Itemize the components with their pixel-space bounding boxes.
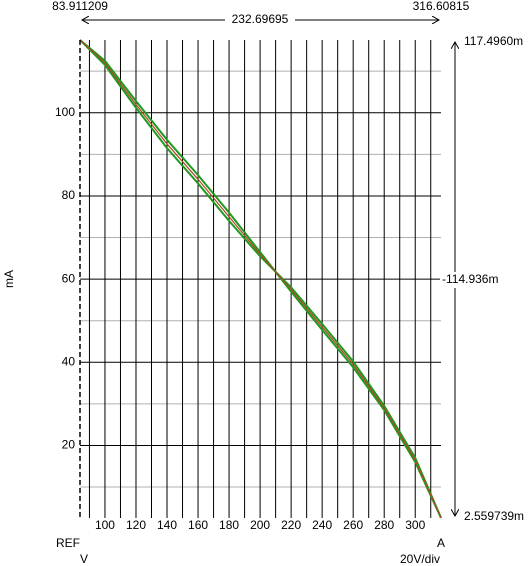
x-tick-label: 260 [343, 518, 363, 532]
x-tick-label: 220 [281, 518, 301, 532]
trace [79, 39, 442, 519]
traces [79, 39, 442, 519]
x-tick-label: 300 [405, 518, 425, 532]
cursor-label: 2.559739m [464, 509, 524, 523]
x-tick-label: 140 [157, 518, 177, 532]
cursor-delta: -114.936m [442, 272, 498, 286]
x-axis-unit: 20V/div [400, 552, 440, 566]
label-bg [225, 13, 295, 27]
y-tick-label: 100 [55, 105, 75, 119]
probe-label: A [437, 536, 445, 550]
x-tick-label: 160 [188, 518, 208, 532]
label-bg [440, 272, 510, 288]
x-tick-label: 240 [312, 518, 332, 532]
x-tick-label: 200 [250, 518, 270, 532]
y-tick-label: 60 [62, 271, 76, 285]
trace [79, 39, 442, 519]
cursor-label: 316.60815 [413, 0, 470, 13]
grid [80, 40, 441, 518]
x-tick-label: 120 [126, 518, 146, 532]
cursor-delta: 232.69695 [232, 12, 289, 26]
y-tick-label: 80 [62, 188, 76, 202]
y-tick-label: 20 [62, 438, 76, 452]
cursor-label: 83.911209 [52, 0, 108, 13]
ref-label: REF [56, 536, 80, 550]
y-axis-label: mA [2, 270, 16, 288]
trace [79, 39, 442, 519]
x-tick-label: 280 [374, 518, 394, 532]
x-axis-label: V [80, 552, 88, 566]
y-tick-label: 40 [62, 354, 76, 368]
cursor-label: 117.4960m [464, 34, 523, 48]
x-tick-label: 100 [95, 518, 115, 532]
x-tick-label: 180 [219, 518, 239, 532]
